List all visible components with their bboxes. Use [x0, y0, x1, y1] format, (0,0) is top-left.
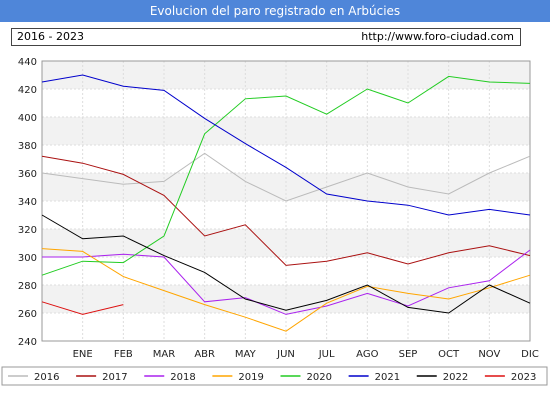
x-tick-label: FEB — [114, 349, 133, 360]
x-tick-label: ENE — [73, 349, 93, 360]
y-tick-label: 240 — [18, 337, 37, 348]
legend-label-2016: 2016 — [34, 372, 59, 383]
x-tick-label: AGO — [356, 349, 378, 360]
legend-label-2018: 2018 — [170, 372, 195, 383]
series-line-2018 — [42, 249, 531, 315]
series-line-2020 — [41, 75, 531, 276]
legend — [1, 366, 548, 386]
legend-label-2023: 2023 — [511, 372, 536, 383]
legend-label-2022: 2022 — [443, 372, 468, 383]
period-label: 2016 - 2023 — [17, 30, 84, 43]
x-tick-label: NOV — [478, 349, 500, 360]
y-tick-label: 360 — [18, 169, 37, 180]
x-tick-label: JUN — [276, 349, 295, 360]
x-tick-label: DIC — [521, 349, 539, 360]
y-tick-label: 280 — [18, 281, 37, 292]
legend-label-2021: 2021 — [375, 372, 400, 383]
x-tick-label: SEP — [399, 349, 418, 360]
x-tick-label: MAR — [153, 349, 175, 360]
series-line-2019 — [41, 248, 531, 332]
y-tick-label: 440 — [18, 57, 37, 68]
y-tick-label: 300 — [18, 253, 37, 264]
series-line-2021 — [41, 74, 531, 216]
series-line-2022 — [41, 214, 531, 314]
series-line-2016 — [41, 152, 531, 202]
y-tick-label: 320 — [18, 225, 37, 236]
series-line-2017 — [41, 155, 531, 266]
x-tick-label: OCT — [438, 349, 460, 360]
x-tick-label: ABR — [194, 349, 215, 360]
y-tick-label: 260 — [18, 309, 37, 320]
chart-title: Evolucion del paro registrado en Arbúcie… — [0, 0, 550, 22]
series-line-2023 — [41, 301, 124, 315]
legend-label-2019: 2019 — [238, 372, 263, 383]
y-tick-label: 420 — [18, 85, 37, 96]
legend-label-2020: 2020 — [307, 372, 332, 383]
plot-frame — [41, 60, 531, 342]
info-box: 2016 - 2023 http://www.foro-ciudad.com — [11, 28, 521, 46]
legend-label-2017: 2017 — [102, 372, 127, 383]
y-tick-label: 340 — [18, 197, 37, 208]
x-tick-label: JUL — [318, 349, 335, 360]
y-tick-label: 380 — [18, 141, 37, 152]
x-tick-label: MAY — [235, 349, 257, 360]
y-tick-label: 400 — [18, 113, 37, 124]
source-url: http://www.foro-ciudad.com — [361, 30, 514, 43]
